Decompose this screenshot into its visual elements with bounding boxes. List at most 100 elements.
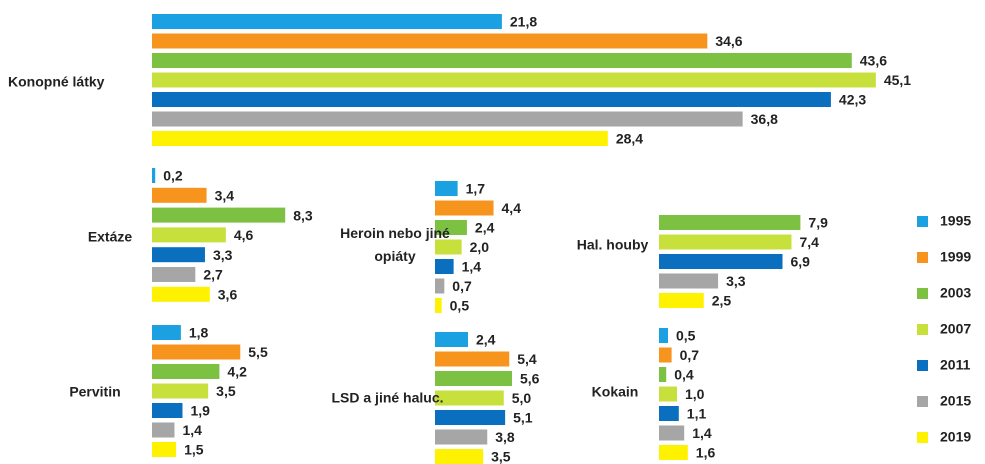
bar [435,278,445,294]
bar [435,351,510,367]
bar [152,131,608,146]
bar [152,53,852,68]
value-label: 3,5 [491,449,511,464]
bar [659,215,801,230]
value-label: 3,3 [213,247,233,263]
value-label: 3,3 [726,273,746,289]
bar [152,247,205,263]
value-label: 0,5 [676,328,696,344]
value-label: 36,8 [751,111,778,127]
value-label: 6,9 [791,254,811,270]
category-label: Extáze [87,228,133,245]
bar [152,207,286,223]
value-label: 1,7 [466,181,486,197]
bar [435,220,467,235]
bar [659,293,704,308]
value-label: 4,4 [502,200,522,216]
bar [659,386,677,402]
bar [435,449,484,464]
legend-swatch [917,360,928,371]
category-label: Hal. houby [576,236,649,253]
value-label: 1,4 [692,425,712,441]
legend-swatch [917,252,928,263]
bar [659,254,783,269]
value-label: 5,6 [520,371,540,387]
bar [152,286,210,302]
value-label: 43,6 [860,53,887,69]
bar [659,347,672,363]
value-label: 0,4 [674,367,694,383]
value-label: 4,6 [234,227,254,243]
value-label: 5,1 [513,410,533,426]
legend-label: 2019 [940,429,971,445]
bar [435,410,506,425]
bar [435,298,442,313]
value-label: 2,7 [203,267,223,283]
legend-swatch [917,432,928,443]
bar [435,239,462,255]
bar [152,267,196,282]
value-label: 42,3 [839,92,866,108]
value-label: 2,0 [470,239,490,255]
bar [152,111,743,127]
bar [435,259,454,274]
bar [659,367,667,382]
value-label: 1,5 [184,442,204,458]
bar [152,187,207,203]
bar [659,445,688,460]
category-label: Kokain [591,383,639,400]
legend-label: 1999 [940,249,971,265]
legend-label: 1995 [940,213,971,229]
bar [152,92,831,107]
value-label: 4,2 [227,364,247,380]
bar [152,72,876,88]
category-label: LSD a jiné haluc. [331,389,444,406]
legend-swatch [917,216,928,227]
value-label: 2,4 [476,332,496,348]
value-label: 3,4 [215,188,235,204]
value-label: 3,8 [495,429,515,445]
bar [152,403,183,418]
bar [659,425,685,441]
bar [659,234,792,250]
legend-swatch [917,396,928,407]
bar [152,168,156,183]
value-label: 34,6 [715,33,742,49]
bar [435,429,488,445]
legend-label: 2015 [940,393,971,409]
bar [152,33,708,49]
value-label: 1,9 [190,403,210,419]
bar [152,422,175,438]
value-label: 21,8 [510,14,537,30]
value-label: 1,8 [189,325,209,341]
bar [152,227,226,243]
bar [659,328,668,343]
bar [659,273,719,289]
legend-label: 2007 [940,321,971,337]
bar [435,200,494,216]
value-label: 0,7 [452,278,472,294]
value-label: 5,0 [512,390,532,406]
bar [435,332,468,347]
category-label: Pervitin [69,383,121,400]
bar [435,390,504,406]
category-label: Konopné látky [8,73,105,90]
value-label: 1,0 [685,386,705,402]
category-label: Heroin nebo jiné opiáty [340,225,450,264]
value-label: 1,4 [462,259,482,275]
value-label: 0,7 [680,347,700,363]
value-label: 3,6 [218,287,238,303]
value-label: 1,6 [696,445,716,461]
value-label: 7,4 [799,234,819,250]
value-label: 45,1 [884,72,911,88]
value-label: 5,5 [248,344,268,360]
bar [152,383,209,399]
value-label: 8,3 [293,207,313,223]
value-label: 2,4 [475,220,495,236]
legend-swatch [917,324,928,335]
bar [152,14,502,29]
legend-label: 2003 [940,285,971,301]
bar [152,442,177,457]
value-label: 3,5 [216,383,236,399]
